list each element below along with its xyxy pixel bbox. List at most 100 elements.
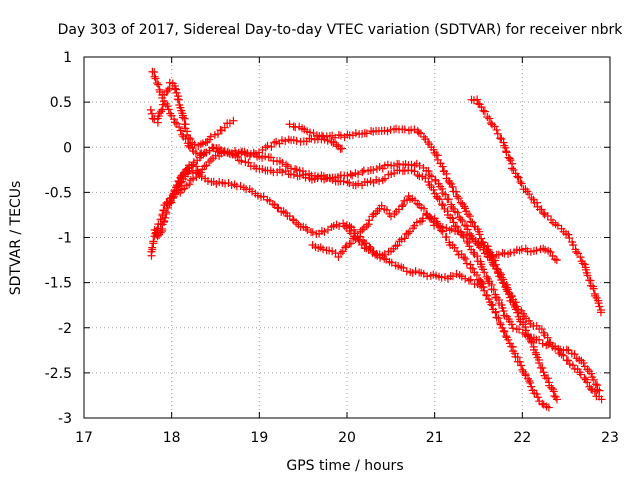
data-point — [491, 308, 500, 317]
data-point — [539, 368, 548, 377]
data-point — [464, 276, 473, 285]
data-point — [305, 128, 314, 137]
data-point — [568, 361, 577, 370]
data-point — [589, 375, 598, 384]
data-point — [539, 244, 548, 253]
data-point — [444, 195, 453, 204]
data-point — [383, 160, 392, 169]
data-point — [389, 161, 398, 170]
data-point — [499, 326, 508, 335]
data-point — [206, 156, 215, 165]
data-point — [570, 350, 579, 359]
data-point — [549, 385, 558, 394]
data-point — [156, 228, 165, 237]
y-tick-label: -2.5 — [45, 366, 72, 382]
data-point — [158, 93, 167, 102]
y-tick-label: -1 — [58, 231, 72, 247]
data-point — [320, 175, 329, 184]
data-point — [404, 229, 413, 238]
data-point — [499, 306, 508, 315]
data-point — [468, 264, 477, 273]
data-point — [480, 107, 489, 116]
data-point — [453, 247, 462, 256]
data-point — [336, 249, 345, 258]
data-point — [489, 285, 498, 294]
data-point — [518, 365, 527, 374]
data-point — [278, 168, 287, 177]
data-point — [236, 182, 245, 191]
series-track-9 — [285, 120, 346, 153]
data-point — [502, 283, 511, 292]
data-point — [498, 248, 507, 257]
data-point — [149, 237, 158, 246]
data-point — [225, 149, 234, 158]
data-point — [345, 222, 354, 231]
data-point — [515, 325, 524, 334]
data-point — [433, 194, 442, 203]
data-point — [483, 112, 492, 121]
data-point — [482, 272, 491, 281]
x-tick-label: 18 — [163, 430, 181, 446]
data-point — [456, 198, 465, 207]
data-point — [521, 322, 530, 331]
data-point — [448, 214, 457, 223]
data-point — [594, 299, 603, 308]
data-point — [554, 344, 563, 353]
data-point — [473, 252, 482, 261]
data-point — [583, 365, 592, 374]
data-point — [583, 378, 592, 387]
data-point — [544, 374, 553, 383]
data-point — [303, 226, 312, 235]
data-point — [268, 200, 277, 209]
data-point — [477, 278, 486, 287]
data-point — [460, 221, 469, 230]
data-point — [147, 109, 156, 118]
data-point — [513, 172, 522, 181]
data-point — [453, 192, 462, 201]
y-axis-ticks: 1 0.5 0 -0.5 -1 -1.5 -2 -2.5 -3 — [45, 50, 610, 427]
data-point — [434, 221, 443, 230]
data-point — [576, 253, 585, 262]
data-point — [364, 220, 373, 229]
data-point — [513, 308, 522, 317]
y-tick-label: 0 — [63, 140, 72, 156]
data-point — [435, 195, 444, 204]
data-point — [375, 177, 384, 186]
y-axis-label: SDTVAR / TECUs — [8, 181, 24, 296]
data-point — [572, 247, 581, 256]
data-point — [499, 275, 508, 284]
data-point — [551, 255, 560, 264]
data-point — [148, 243, 157, 252]
data-series — [146, 67, 606, 412]
data-point — [170, 187, 179, 196]
data-point — [458, 216, 467, 225]
data-point — [580, 374, 589, 383]
data-point — [346, 170, 355, 179]
data-point — [441, 190, 450, 199]
x-tick-label: 19 — [250, 430, 268, 446]
data-point — [500, 327, 509, 336]
data-point — [319, 245, 328, 254]
data-point — [153, 79, 162, 88]
data-point — [483, 291, 492, 300]
data-point — [538, 399, 547, 408]
data-point — [162, 208, 171, 217]
data-point — [451, 187, 460, 196]
data-point — [552, 256, 561, 265]
data-point — [146, 105, 155, 114]
data-point — [514, 173, 523, 182]
data-point — [454, 194, 463, 203]
data-point — [543, 212, 552, 221]
data-point — [527, 382, 536, 391]
data-point — [552, 395, 561, 404]
data-point — [456, 215, 465, 224]
grid-lines — [84, 57, 610, 418]
data-point — [349, 225, 358, 234]
data-point — [532, 389, 541, 398]
data-point — [492, 313, 501, 322]
data-point — [337, 144, 346, 153]
data-point — [578, 259, 587, 268]
data-point — [535, 335, 544, 344]
data-point — [341, 243, 350, 252]
